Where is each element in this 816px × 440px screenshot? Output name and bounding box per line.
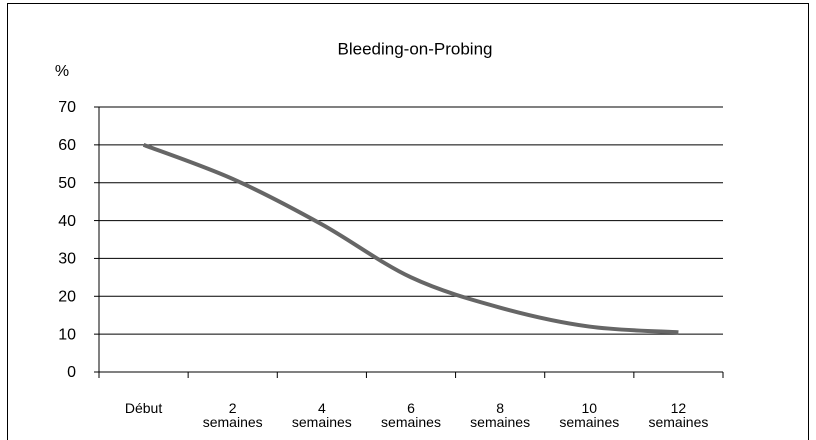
x-tick-label: Début [124, 400, 163, 416]
chart-title: Bleeding-on-Probing [338, 39, 493, 58]
y-tick-label: 40 [58, 213, 76, 230]
line-series [142, 142, 679, 335]
y-axis-label: % [55, 63, 69, 80]
y-tick-label: 60 [58, 137, 76, 154]
y-tick-label: 50 [58, 175, 76, 192]
y-tick-label: 10 [58, 326, 76, 343]
x-tick-label: 12 semaines [648, 400, 709, 430]
y-tick-label: 70 [58, 99, 76, 116]
x-tick-label: 4 semaines [291, 400, 352, 430]
chart-border [7, 3, 809, 440]
x-tick-label: 2 semaines [202, 400, 263, 430]
x-tick-label: 10 semaines [559, 400, 620, 430]
x-tick-label: 6 semaines [381, 400, 441, 430]
y-tick-label: 30 [58, 251, 76, 268]
x-tick-label: 8 semaines [470, 400, 531, 430]
y-tick-label: 20 [58, 289, 76, 306]
y-tick-label: 0 [67, 364, 76, 381]
